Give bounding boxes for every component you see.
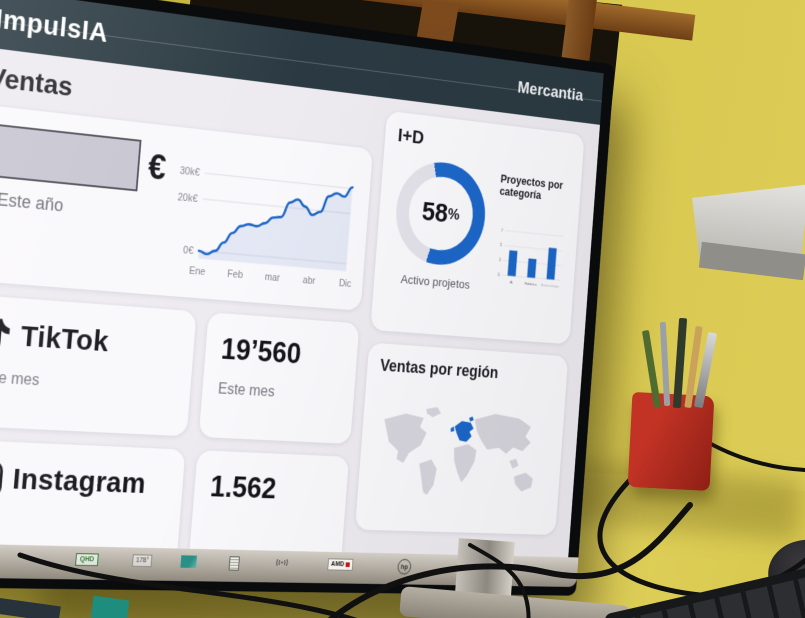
- tiktok-card[interactable]: TikTok Este mes: [0, 294, 197, 437]
- map-highlight-europe: [449, 415, 475, 443]
- donut-chart: 58%: [392, 157, 489, 269]
- company-name: Mercantia: [517, 78, 584, 106]
- instagram-card[interactable]: Instagram: [0, 439, 186, 558]
- ventas-period-label: Este año: [0, 189, 65, 216]
- svg-text:7: 7: [501, 228, 504, 233]
- id-card[interactable]: I+D 58% Activo projetos: [369, 110, 585, 345]
- instagram-metric-value: 1.562: [209, 469, 278, 505]
- proyectos-bar-chart: 7 5 3 0 IA Robótica Biotecnología: [497, 228, 568, 289]
- amd-sticker: AMD: [327, 558, 354, 571]
- dashboard: Ventas € Este año 30k€ 20k€ 0€ Ene Feb mar abr…: [0, 45, 600, 558]
- followers-value: 19’560: [219, 332, 303, 371]
- dashboard-right-column: I+D 58% Activo projetos: [351, 110, 585, 558]
- svg-text:Biotecnología: Biotecnología: [541, 283, 560, 289]
- bar-chart-wrap: Proyectos por categoría 7 5 3 0 IA Robótica Bi…: [491, 169, 570, 317]
- screen: ImpulsIA Mercantia Ventas € Este año: [0, 0, 604, 557]
- donut-caption: Activo projetos: [400, 272, 471, 292]
- svg-text:5: 5: [500, 243, 503, 248]
- svg-text:0: 0: [497, 273, 500, 278]
- desk-item: [90, 595, 130, 618]
- qhd-sticker: QHD: [74, 553, 100, 567]
- ventas-line-chart: 30k€ 20k€ 0€ Ene Feb mar abr Dic: [177, 166, 361, 290]
- donut-chart-wrap: 58% Activo projetos: [385, 157, 492, 311]
- world-map: [380, 406, 533, 496]
- monitor: ImpulsIA Mercantia Ventas € Este año: [0, 0, 615, 596]
- followers-metric-card[interactable]: 19’560 Este mes: [198, 312, 360, 445]
- svg-text:0€: 0€: [183, 245, 194, 256]
- ventas-value-block: € Este año: [0, 124, 168, 287]
- redacted-value-box[interactable]: [0, 124, 142, 192]
- svg-text:20k€: 20k€: [177, 192, 198, 205]
- hp-logo: hp: [397, 558, 412, 575]
- viewing-angle-sticker: 178°: [131, 554, 153, 568]
- instagram-name: Instagram: [11, 462, 148, 500]
- amd-logo-square: [345, 562, 350, 568]
- tiktok-period-label: Este mes: [0, 368, 40, 390]
- svg-text:Feb: Feb: [227, 269, 244, 281]
- instagram-metric-card[interactable]: 1.562: [187, 450, 349, 558]
- ventas-card[interactable]: € Este año 30k€ 20k€ 0€ Ene Feb mar abr Dic: [0, 104, 373, 311]
- map-card-title: Ventas por región: [379, 356, 499, 382]
- donut-value: 58: [420, 196, 450, 229]
- followers-period-label: Este mes: [217, 381, 276, 401]
- teal-sticker: [180, 555, 198, 568]
- map-card[interactable]: Ventas por región: [354, 342, 569, 536]
- currency-symbol: €: [146, 146, 168, 188]
- svg-text:3: 3: [498, 258, 501, 263]
- ventas-line-chart-wrap: 30k€ 20k€ 0€ Ene Feb mar abr Dic: [163, 144, 360, 303]
- social-row-2: Instagram 1.562: [0, 439, 349, 558]
- svg-text:abr: abr: [302, 276, 316, 287]
- wireless-sticker-icon: [275, 557, 291, 569]
- svg-text:30k€: 30k€: [179, 166, 200, 179]
- tiktok-icon: [0, 315, 12, 355]
- dashboard-left-column: Ventas € Este año 30k€ 20k€ 0€ Ene Feb mar abr…: [0, 61, 376, 558]
- social-row-1: TikTok Este mes 19’560 Este mes: [0, 294, 360, 445]
- svg-text:Dic: Dic: [338, 279, 351, 290]
- instagram-icon: [0, 460, 4, 498]
- donut-unit: %: [447, 205, 461, 224]
- svg-text:IA: IA: [509, 280, 512, 285]
- svg-text:mar: mar: [264, 272, 281, 284]
- spec-sheet-sticker-icon: [228, 556, 240, 571]
- tiktok-name: TikTok: [19, 320, 110, 359]
- app-logo-text: ImpulsIA: [0, 2, 110, 48]
- svg-text:Ene: Ene: [189, 266, 206, 278]
- svg-text:Robótica: Robótica: [524, 281, 537, 287]
